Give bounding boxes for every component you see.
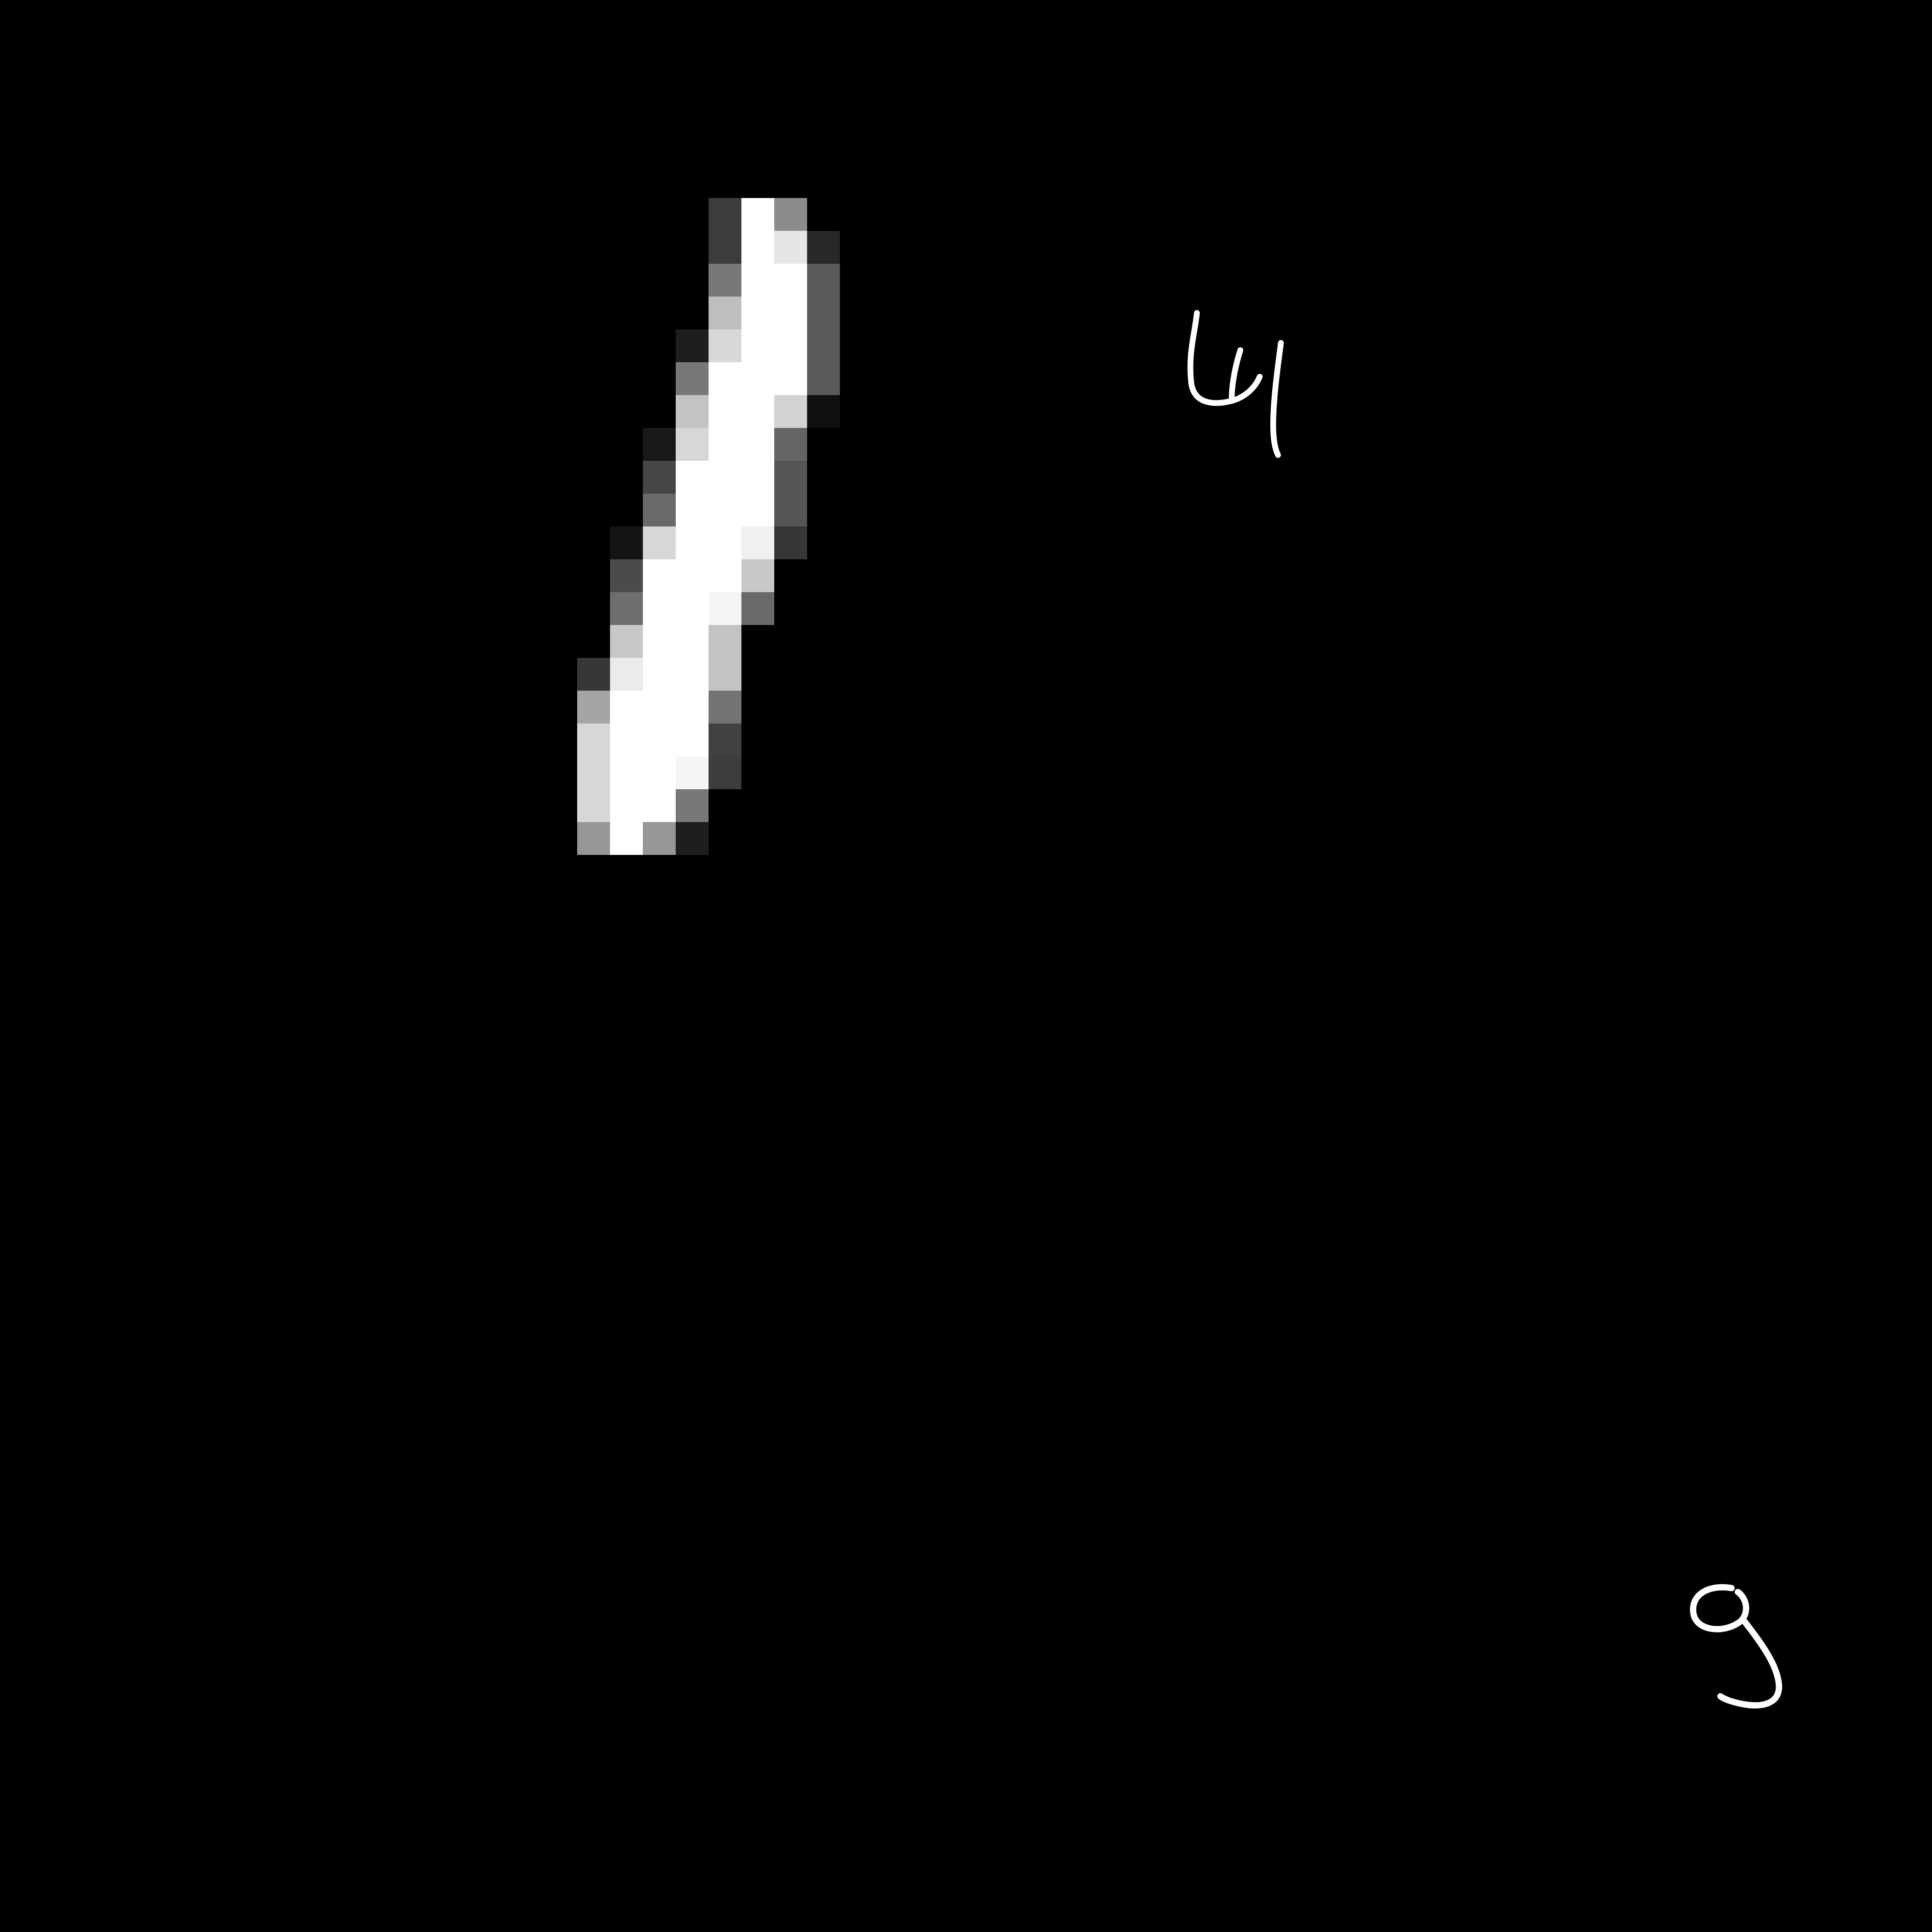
pixel-cell xyxy=(741,395,774,428)
pixel-cell xyxy=(709,494,741,526)
pixel-cell xyxy=(774,362,807,395)
pixel-cell xyxy=(676,691,709,724)
pixel-cell xyxy=(709,559,741,592)
pixel-cell xyxy=(643,592,676,625)
pixel-cell xyxy=(709,198,741,231)
pixel-cell xyxy=(774,461,807,494)
pixel-cell xyxy=(741,494,774,526)
pixel-cell xyxy=(709,658,741,691)
pixel-cell xyxy=(676,756,709,789)
pixel-cell xyxy=(610,526,643,559)
pixel-cell xyxy=(807,231,840,264)
pixel-cell xyxy=(676,494,709,526)
handwritten-digit-four-icon xyxy=(1187,310,1284,458)
pixel-cell xyxy=(807,297,840,329)
pixel-cell xyxy=(741,297,774,329)
pixel-cell xyxy=(643,756,676,789)
pixel-cell xyxy=(741,559,774,592)
pixel-cell xyxy=(643,789,676,822)
pixel-grid xyxy=(577,198,840,855)
pixel-cell xyxy=(741,231,774,264)
pixel-cell xyxy=(807,329,840,362)
pixel-cell xyxy=(709,329,741,362)
pixel-cell xyxy=(741,264,774,297)
pixel-cell xyxy=(774,231,807,264)
pixel-cell xyxy=(577,691,610,724)
pixel-cell xyxy=(610,724,643,756)
pixel-cell xyxy=(643,625,676,658)
pixel-cell xyxy=(643,494,676,526)
pixel-cell xyxy=(709,461,741,494)
pixel-cell xyxy=(774,297,807,329)
pixel-cell xyxy=(709,264,741,297)
pixel-cell xyxy=(741,592,774,625)
pixel-cell xyxy=(610,756,643,789)
pixel-cell xyxy=(807,264,840,297)
handwritten-digit-nine-icon xyxy=(1690,1584,1782,1709)
pixel-cell xyxy=(774,428,807,461)
pixel-cell xyxy=(577,822,610,855)
pixel-cell xyxy=(610,625,643,658)
pixel-cell xyxy=(774,329,807,362)
pixel-cell xyxy=(676,789,709,822)
pixel-cell xyxy=(741,329,774,362)
pixel-cell xyxy=(709,592,741,625)
pixel-cell xyxy=(643,724,676,756)
pixel-cell xyxy=(741,362,774,395)
pixel-cell xyxy=(610,789,643,822)
pixel-cell xyxy=(577,756,610,789)
pixel-cell xyxy=(643,691,676,724)
pixel-cell xyxy=(741,526,774,559)
pixel-cell xyxy=(643,428,676,461)
pixel-cell xyxy=(643,559,676,592)
pixel-cell xyxy=(676,329,709,362)
pixel-cell xyxy=(709,756,741,789)
pixel-cell xyxy=(676,592,709,625)
pixel-cell xyxy=(643,461,676,494)
pixel-cell xyxy=(610,658,643,691)
pixel-cell xyxy=(643,526,676,559)
pixel-cell xyxy=(676,461,709,494)
pixel-cell xyxy=(709,395,741,428)
pixel-cell xyxy=(774,494,807,526)
pixel-cell xyxy=(610,592,643,625)
pixel-cell xyxy=(610,822,643,855)
pixel-cell xyxy=(741,461,774,494)
pixel-cell xyxy=(774,264,807,297)
pixel-cell xyxy=(709,691,741,724)
pixel-cell xyxy=(676,559,709,592)
pixel-cell xyxy=(643,658,676,691)
pixel-cell xyxy=(709,428,741,461)
pixel-cell xyxy=(676,822,709,855)
pixel-cell xyxy=(709,526,741,559)
pixel-cell xyxy=(676,362,709,395)
pixel-cell xyxy=(676,658,709,691)
pixel-cell xyxy=(610,691,643,724)
pixel-cell xyxy=(676,724,709,756)
pixel-cell xyxy=(741,198,774,231)
pixel-cell xyxy=(807,395,840,428)
pixel-cell xyxy=(709,362,741,395)
pixel-cell xyxy=(643,822,676,855)
pixel-cell xyxy=(676,526,709,559)
pixel-cell xyxy=(774,526,807,559)
pixel-cell xyxy=(577,724,610,756)
pixel-cell xyxy=(774,198,807,231)
pixel-cell xyxy=(676,395,709,428)
pixel-cell xyxy=(741,428,774,461)
pixel-cell xyxy=(709,231,741,264)
pixel-cell xyxy=(577,789,610,822)
pixel-cell xyxy=(610,559,643,592)
pixel-cell xyxy=(709,625,741,658)
pixel-cell xyxy=(676,625,709,658)
pixel-cell xyxy=(577,658,610,691)
pixel-cell xyxy=(709,297,741,329)
pixel-cell xyxy=(709,724,741,756)
pixel-cell xyxy=(774,395,807,428)
pixel-cell xyxy=(807,362,840,395)
pixel-cell xyxy=(676,428,709,461)
